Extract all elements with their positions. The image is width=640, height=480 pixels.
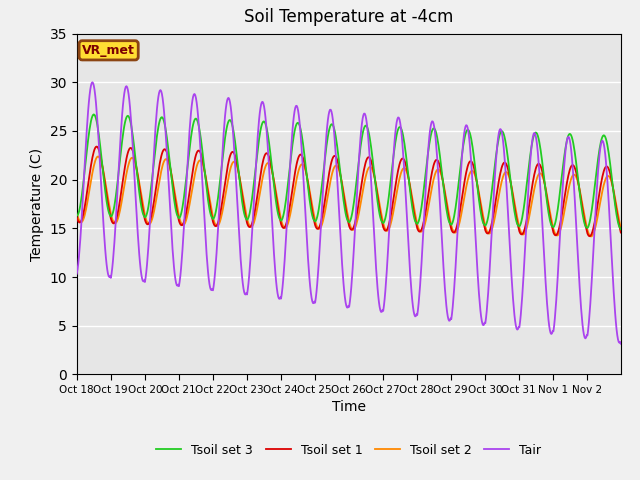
Tsoil set 2 [617, 226, 625, 231]
Tair [138, 272, 145, 277]
Tsoil set 1 [93, 144, 100, 149]
Tair [73, 271, 81, 276]
Tsoil set 3 [138, 204, 145, 209]
Y-axis label: Temperature (C): Temperature (C) [30, 147, 44, 261]
Title: Soil Temperature at -4cm: Soil Temperature at -4cm [244, 9, 454, 26]
Line: Tair: Tair [77, 82, 621, 344]
Tair [88, 79, 96, 85]
Tsoil set 1 [406, 180, 413, 186]
Tsoil set 3 [73, 213, 81, 218]
Tair [237, 265, 245, 271]
Tsoil set 3 [90, 111, 98, 117]
Tair [617, 341, 625, 347]
Tsoil set 2 [436, 168, 444, 174]
Tsoil set 2 [587, 234, 595, 240]
Line: Tsoil set 3: Tsoil set 3 [77, 114, 621, 229]
Tsoil set 3 [264, 134, 272, 140]
Tsoil set 2 [73, 210, 81, 216]
Tsoil set 2 [138, 192, 145, 198]
Tsoil set 2 [285, 217, 292, 223]
X-axis label: Time: Time [332, 400, 366, 414]
Tsoil set 3 [617, 227, 625, 232]
Tsoil set 1 [138, 198, 145, 204]
Tsoil set 3 [285, 173, 292, 179]
Tsoil set 3 [436, 153, 444, 159]
Tsoil set 2 [406, 180, 413, 185]
Tsoil set 1 [264, 152, 272, 158]
Tsoil set 2 [94, 154, 102, 159]
Line: Tsoil set 1: Tsoil set 1 [77, 146, 621, 236]
Tsoil set 3 [406, 182, 413, 188]
Tair [406, 259, 413, 265]
Tsoil set 1 [617, 229, 625, 235]
Tsoil set 1 [237, 188, 245, 193]
Tsoil set 2 [237, 184, 245, 190]
Tair [264, 152, 272, 158]
Line: Tsoil set 2: Tsoil set 2 [77, 156, 621, 237]
Tsoil set 1 [586, 233, 593, 239]
Tsoil set 2 [264, 160, 272, 166]
Text: VR_met: VR_met [82, 44, 135, 57]
Tair [436, 201, 444, 206]
Tair [285, 184, 292, 190]
Tsoil set 1 [285, 209, 292, 215]
Tsoil set 3 [237, 193, 245, 199]
Tsoil set 1 [73, 215, 81, 220]
Legend: Tsoil set 3, Tsoil set 1, Tsoil set 2, Tair: Tsoil set 3, Tsoil set 1, Tsoil set 2, T… [152, 439, 546, 462]
Tsoil set 1 [436, 163, 444, 169]
